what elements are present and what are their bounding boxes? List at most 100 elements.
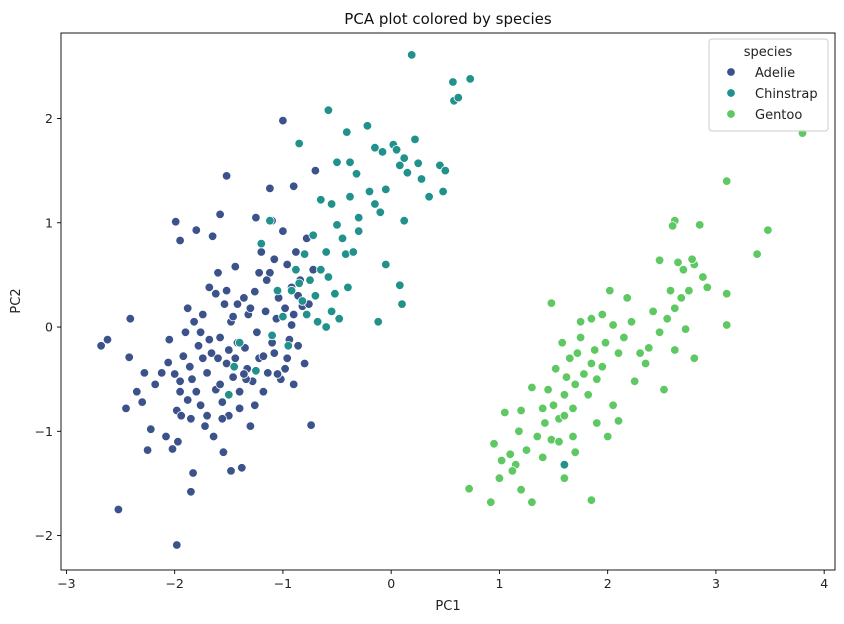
data-point: [654, 327, 665, 338]
data-point: [323, 105, 334, 115]
data-point: [283, 341, 294, 351]
data-point: [195, 400, 206, 411]
data-point: [630, 376, 640, 387]
data-point: [251, 212, 261, 223]
data-point: [186, 414, 196, 424]
data-point: [559, 390, 570, 400]
data-point: [239, 369, 249, 379]
data-point: [597, 362, 608, 372]
data-point: [263, 368, 273, 378]
data-point: [175, 235, 185, 246]
data-point: [559, 460, 570, 470]
data-point: [191, 225, 202, 235]
data-point: [448, 77, 458, 87]
data-point: [215, 332, 225, 343]
data-point: [250, 400, 260, 411]
data-point: [377, 147, 388, 157]
data-point: [289, 181, 299, 192]
data-point: [316, 195, 326, 205]
data-point: [278, 115, 288, 126]
data-point: [532, 431, 543, 442]
data-point: [234, 338, 245, 348]
data-point: [239, 293, 249, 303]
data-point: [572, 348, 583, 358]
data-point: [561, 372, 572, 382]
data-point: [245, 421, 256, 431]
data-point: [575, 332, 586, 343]
data-point: [665, 285, 676, 296]
data-point: [667, 221, 678, 231]
data-point: [265, 215, 275, 226]
data-point: [424, 191, 434, 202]
data-point: [176, 411, 186, 421]
data-point: [516, 485, 526, 495]
data-point: [465, 74, 475, 84]
data-point: [489, 439, 499, 449]
x-tick-label: −2: [165, 576, 183, 591]
data-point: [102, 334, 113, 345]
data-point: [626, 317, 637, 327]
data-point: [245, 303, 256, 314]
data-point: [286, 285, 297, 296]
data-point: [193, 341, 204, 351]
data-point: [373, 317, 383, 327]
data-point: [299, 358, 310, 369]
data-point: [348, 247, 359, 257]
data-point: [395, 160, 405, 171]
data-point: [202, 411, 212, 421]
data-point: [180, 327, 191, 338]
data-point: [221, 285, 232, 296]
data-point: [291, 247, 301, 257]
data-point: [752, 249, 762, 259]
data-point: [453, 92, 464, 103]
y-tick-label: −1: [35, 424, 53, 439]
data-point: [312, 317, 323, 327]
data-point: [96, 341, 106, 351]
data-point: [260, 306, 271, 317]
data-point: [670, 345, 680, 355]
data-point: [269, 348, 280, 358]
data-point: [337, 233, 348, 244]
data-point: [354, 226, 364, 236]
data-point: [200, 421, 210, 431]
data-point: [150, 379, 160, 390]
data-point: [182, 395, 193, 405]
data-point: [538, 403, 548, 414]
data-point: [321, 247, 331, 257]
legend: species Adelie Chinstrap Gentoo: [708, 38, 829, 132]
data-point: [516, 405, 526, 416]
data-point: [345, 157, 355, 168]
data-point: [619, 332, 629, 343]
data-point: [211, 289, 221, 299]
data-point: [232, 299, 243, 309]
data-point: [603, 431, 613, 442]
data-point: [326, 306, 337, 317]
data-point: [640, 358, 651, 369]
data-point: [164, 334, 175, 345]
chart-title: PCA plot colored by species: [344, 10, 552, 28]
x-axis-label: PC1: [435, 599, 460, 614]
data-point: [413, 158, 423, 169]
data-point: [586, 358, 597, 369]
data-point: [186, 487, 196, 497]
data-point: [198, 353, 208, 364]
data-point: [226, 466, 236, 476]
data-point: [605, 285, 615, 296]
data-point: [659, 384, 669, 395]
data-point: [282, 259, 292, 270]
data-point: [204, 282, 215, 293]
data-point: [310, 291, 321, 301]
data-point: [687, 254, 697, 264]
data-point: [250, 286, 260, 297]
data-point: [391, 145, 402, 155]
data-point: [559, 411, 570, 421]
data-point: [294, 138, 304, 149]
legend-items: Adelie Chinstrap Gentoo: [726, 66, 818, 123]
data-point: [215, 379, 225, 390]
data-point: [557, 338, 567, 348]
data-point: [505, 449, 515, 460]
data-point: [540, 418, 550, 428]
data-point: [575, 317, 586, 327]
data-point: [175, 387, 185, 397]
data-point: [207, 231, 218, 242]
